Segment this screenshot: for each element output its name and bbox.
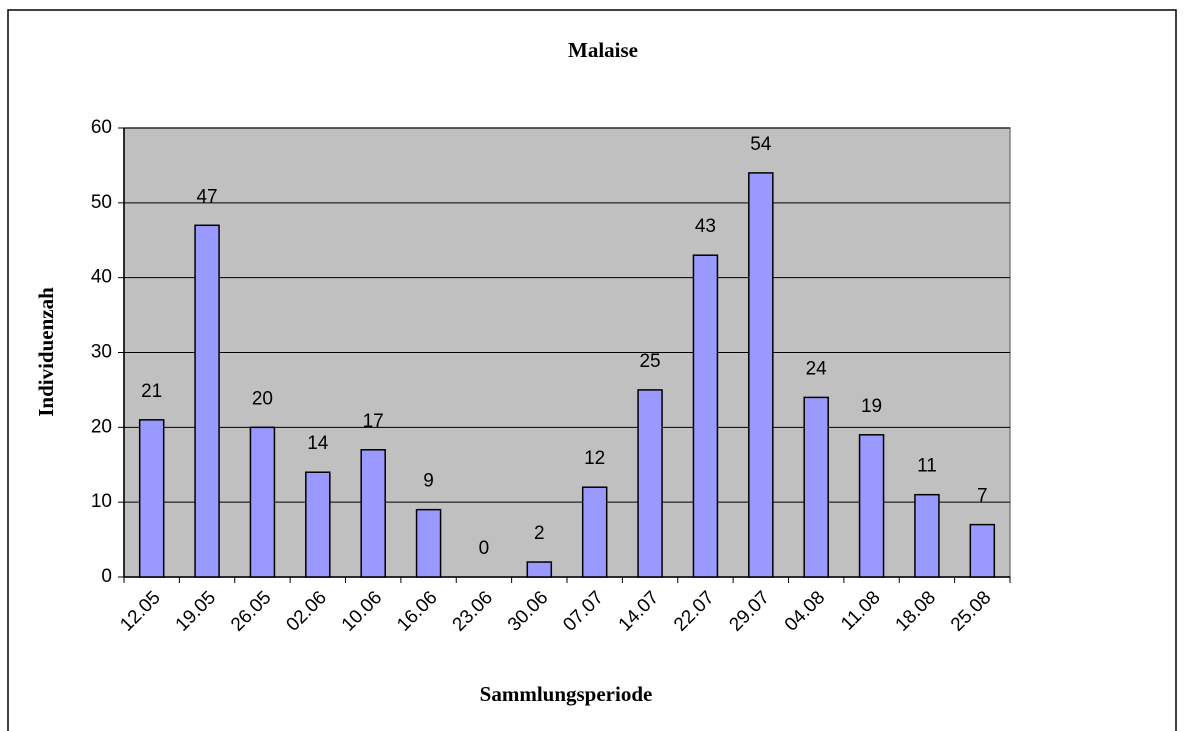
- x-tick-label: 23.06: [449, 587, 497, 635]
- data-label: 20: [252, 388, 273, 409]
- x-tick-label: 10.06: [338, 587, 386, 635]
- bar: [194, 224, 220, 578]
- bar: [803, 396, 829, 578]
- bar: [526, 561, 553, 578]
- bar: [748, 172, 774, 578]
- y-tick-label: 50: [91, 192, 112, 213]
- bar: [692, 254, 719, 578]
- data-label: 47: [196, 186, 217, 207]
- y-tick-label: 60: [91, 117, 112, 138]
- data-label: 54: [750, 134, 772, 155]
- data-label: 43: [695, 216, 716, 237]
- data-label: 2: [534, 523, 545, 544]
- x-axis-label: Sammlungsperiode: [480, 682, 653, 706]
- y-tick-label: 20: [91, 416, 112, 437]
- bar: [305, 471, 331, 578]
- chart-frame: [7, 9, 1177, 731]
- x-tick-label: 02.06: [282, 587, 330, 635]
- data-label: 9: [423, 471, 434, 492]
- data-label: 0: [479, 538, 490, 559]
- bar: [858, 434, 885, 578]
- data-label: 12: [584, 448, 605, 469]
- x-tick-label: 25.08: [947, 587, 995, 635]
- x-tick-label: 07.07: [559, 587, 607, 635]
- x-tick-label: 30.06: [504, 587, 552, 635]
- data-label: 11: [917, 456, 937, 477]
- x-tick-label: 26.05: [227, 587, 275, 635]
- x-tick-label: 16.06: [393, 587, 441, 635]
- x-tick-label: 22.07: [670, 587, 718, 635]
- y-axis-label: Individuenzah: [34, 287, 58, 417]
- y-tick-label: 10: [91, 491, 112, 512]
- x-tick-label: 12.05: [116, 587, 164, 635]
- y-tick-label: 40: [91, 267, 112, 288]
- bar: [969, 523, 996, 578]
- data-label: 14: [307, 433, 329, 454]
- x-tick-label: 29.07: [725, 587, 773, 635]
- y-tick-label: 30: [91, 342, 112, 363]
- data-label: 25: [639, 351, 660, 372]
- bar: [138, 419, 165, 578]
- y-tick-label: 0: [101, 566, 112, 587]
- data-label: 24: [806, 358, 828, 379]
- x-tick-label: 11.08: [837, 587, 884, 634]
- chart-title: Malaise: [568, 38, 638, 62]
- data-label: 21: [141, 381, 162, 402]
- bar: [914, 493, 940, 578]
- data-label: 17: [363, 411, 384, 432]
- data-label: 19: [861, 396, 882, 417]
- x-tick-label: 18.08: [892, 587, 940, 635]
- data-label: 7: [977, 486, 988, 507]
- bar: [581, 486, 608, 578]
- bar: [637, 389, 663, 578]
- bar: [415, 508, 442, 578]
- bar: [360, 449, 386, 578]
- bar: [249, 426, 276, 578]
- x-tick-label: 19.05: [172, 587, 220, 635]
- x-tick-label: 04.08: [781, 587, 829, 635]
- x-tick-label: 14.07: [615, 587, 663, 635]
